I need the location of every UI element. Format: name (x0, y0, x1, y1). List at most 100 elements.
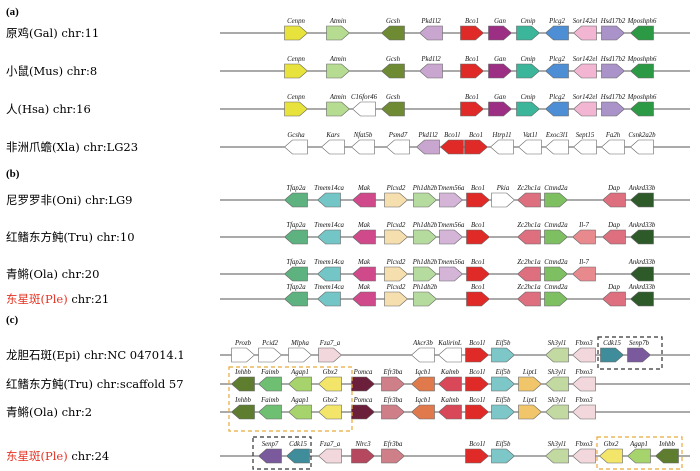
gene-arrow-sh3yl1 (545, 347, 569, 363)
gene-arrow-plcxd2 (384, 266, 408, 282)
gene-arrow-prozb (231, 347, 255, 363)
species-label: 东星斑(Ple) chr:21 (6, 292, 110, 306)
gene-label: Efr3ba (383, 441, 403, 448)
gene-arrow-fbxo3 (572, 347, 596, 363)
gene-label: Senp7b (629, 340, 650, 347)
gene-arrow-tfap2a (284, 266, 308, 282)
gene-arrow-psmd7 (386, 139, 410, 155)
gene-label: Plcxd2 (386, 284, 406, 291)
gene-label: Ankrd33b (628, 259, 656, 266)
gene-arrow-kalmb (438, 376, 462, 392)
gene-arrow-csnk2a2b (630, 139, 654, 155)
gene-arrow-c16for46 (352, 101, 376, 117)
gene-label: Plcxd2 (386, 259, 406, 266)
gene-arrow-ph1db2b (413, 266, 437, 282)
gene-arrow-sh3yl1 (545, 448, 569, 464)
gene-arrow-pkia (491, 192, 515, 208)
gene-arrow-kalmb (438, 404, 462, 420)
gene-label: Dap (607, 284, 620, 291)
gene-arrow-bco1l (465, 448, 489, 464)
gene-label: Ph1db2b (412, 284, 438, 291)
gene-arrow-gcsh (381, 25, 405, 41)
gene-label: Ctnnd2a (544, 222, 568, 229)
gene-arrow-zc2hc1a (517, 266, 541, 282)
gene-arrow-cenpn (284, 101, 308, 117)
gene-arrow-cdk15 (600, 347, 624, 363)
gene-arrow-pcid2 (258, 347, 282, 363)
gene-label: Cmip (521, 18, 536, 25)
gene-label: Fbxo3 (574, 397, 593, 404)
gene-label: Tfap2a (286, 284, 306, 291)
dashed-box-gbx2-inhbb (596, 436, 683, 470)
gene-label: Htrp11 (491, 132, 511, 139)
gene-label: Zc2hc1a (517, 284, 541, 291)
gene-label: Ph1db2b (412, 259, 438, 266)
gene-arrow-bco1 (466, 192, 490, 208)
gene-label: Tmem56a (438, 259, 465, 266)
gene-arrow-mak (352, 266, 376, 282)
gene-arrow-zc2hc1a (517, 291, 541, 307)
gene-arrow-pomca (351, 376, 375, 392)
gene-arrow-bco1 (464, 139, 488, 155)
gene-arrow-sh3yl1 (545, 404, 569, 420)
gene-arrow-mak (352, 229, 376, 245)
gene-arrow-sh3yl1 (545, 376, 569, 392)
gene-arrow-pkd1l2 (416, 139, 440, 155)
gene-label: Agap1 (290, 369, 309, 376)
gene-arrow-agap1 (288, 376, 312, 392)
gene-label: Cmip (521, 56, 536, 63)
gene-label: Fbxo3 (574, 369, 593, 376)
gene-label: Bco1 (471, 185, 485, 192)
gene-label: Gbx2 (323, 369, 338, 376)
gene-arrow-hsd17b2 (601, 25, 625, 41)
gene-label: Sor142el (573, 18, 598, 25)
species-label: 人(Hsa) chr:16 (6, 102, 91, 116)
gene-label: Gan (494, 94, 506, 101)
gene-arrow-eif5b (491, 376, 515, 392)
gene-label: Cenpn (287, 56, 305, 63)
gene-label: Tfap2a (286, 185, 306, 192)
gene-label: Tmem14ca (314, 284, 344, 291)
gene-arrow-agap1 (288, 404, 312, 420)
gene-arrow-bco1 (460, 101, 484, 117)
gene-label: Ph1db2b (412, 185, 438, 192)
gene-arrow-atmin (326, 101, 350, 117)
gene-arrow-sor142el (573, 63, 597, 79)
gene-label: Ankrd33b (628, 284, 656, 291)
gene-arrow-ctnnd2a (544, 192, 568, 208)
gene-label: Agap1 (290, 397, 309, 404)
gene-label: Mak (357, 284, 371, 291)
gene-label: Bco1l (469, 369, 485, 376)
gene-arrow-ankrd33b (630, 229, 654, 245)
gene-arrow-faimb (258, 376, 282, 392)
gene-arrow-gcsh (381, 63, 405, 79)
gene-label: Pkd1l2 (417, 132, 438, 139)
gene-label: Bco1 (471, 284, 485, 291)
gene-label: Plcxd2 (386, 222, 406, 229)
gene-arrow-plcxd2 (384, 229, 408, 245)
gene-label: Ph1db2b (412, 222, 438, 229)
gene-arrow-inhbb (655, 448, 679, 464)
gene-label: Mak (357, 185, 371, 192)
gene-arrow-mlpha (288, 347, 312, 363)
species-label: 红鳍东方鲀(Tru) chr:scaffold 57 (6, 377, 184, 391)
gene-arrow-efr3ba (381, 448, 405, 464)
gene-label: Kalmb (440, 369, 460, 376)
gene-label: Mak (357, 259, 371, 266)
gene-label: Pomca (353, 369, 373, 376)
gene-arrow-plcg2 (545, 25, 569, 41)
gene-label: Mak (357, 222, 371, 229)
gene-arrow-lipt1 (518, 404, 542, 420)
gene-arrow-fa2h (601, 139, 625, 155)
species-label: 青鳉(Ola) chr:20 (6, 267, 100, 281)
gene-arrow-tmem56a (439, 192, 463, 208)
gene-arrow-cenpn (284, 63, 308, 79)
gene-label: Gan (494, 56, 506, 63)
gene-arrow-plcg2 (545, 101, 569, 117)
gene-label: Bco1l (469, 441, 485, 448)
gene-label: Tmem56a (438, 185, 465, 192)
gene-label: Pkd1l2 (420, 18, 441, 25)
gene-arrow-hsd17b2 (601, 63, 625, 79)
gene-label: Mposhph6 (627, 18, 657, 25)
gene-label: Eif5b (495, 340, 511, 347)
